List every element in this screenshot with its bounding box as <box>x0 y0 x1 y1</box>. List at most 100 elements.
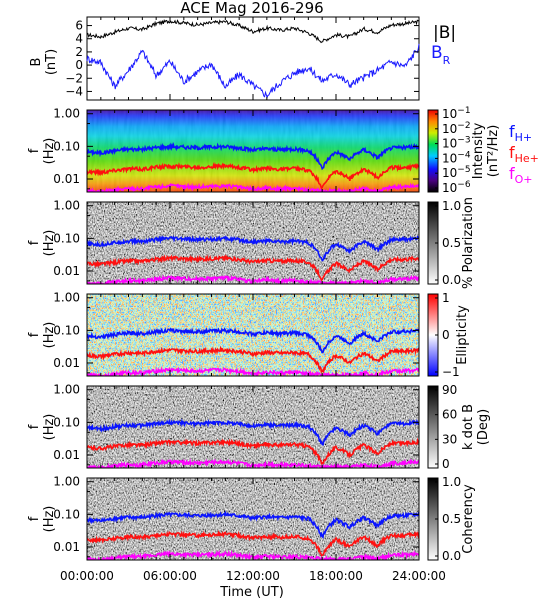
ytick-label: 0.10 <box>53 507 80 521</box>
colorbar-tick-label: 0 <box>442 457 450 471</box>
legend-f-heplus: fHe+ <box>509 143 539 165</box>
polarization-panel: 1.00 0.10 0.01 f (Hz) 1.0 0.5 0.0% Polarization <box>27 197 476 289</box>
panel1-lines <box>86 18 420 100</box>
time-tick-label: 12:00:00 <box>226 569 280 583</box>
legend-f-hplus: fH+ <box>509 122 532 144</box>
colorbar-tick-base: 10 <box>442 122 457 136</box>
series-line-br <box>86 43 420 100</box>
gyrofreq-he-line <box>87 345 419 374</box>
colorbar-tick-base: 10 <box>442 137 457 151</box>
time-tick-label: 24:00:00 <box>392 569 446 583</box>
time-tick-label: 06:00:00 <box>143 569 197 583</box>
kdotb-panel: 1.00 0.10 0.01 f (Hz) 90 60 30 0 k dot B (Deg) <box>27 383 491 471</box>
panel1-frame <box>86 16 420 101</box>
coherency-image <box>87 478 419 560</box>
intensity-colorbar-label: Intensity <box>471 122 486 179</box>
colorbar-tick-label: 10−5 <box>442 165 471 180</box>
freq-axis-unit: (Hz) <box>42 322 57 349</box>
p1-ytick-label: 2 <box>75 45 83 59</box>
freq-axis-unit: (Hz) <box>42 506 57 533</box>
freq-axis-unit: (Hz) <box>42 414 57 441</box>
colorbar-tick-exp: −4 <box>457 150 471 160</box>
intensity-spectrogram <box>87 110 419 192</box>
p1-ytick-label: 4 <box>75 32 83 46</box>
ytick-label: 0.10 <box>53 231 80 245</box>
p1-ytick-label: −2 <box>65 71 83 85</box>
panel1-ylabel-unit: (nT) <box>44 49 59 75</box>
ytick-label: 1.00 <box>53 383 80 397</box>
time-tick-label: 18:00:00 <box>309 569 363 583</box>
p1-ytick-label: 6 <box>75 19 83 33</box>
colorbar-tick-label: 30 <box>442 432 457 446</box>
colorbar-tick-exp: −1 <box>457 106 470 116</box>
p1-ytick-label: 0 <box>75 58 83 72</box>
polarization-spectrogram <box>87 202 419 284</box>
ytick-label: 1.00 <box>53 475 80 489</box>
panel1-ylabel-symbol: B <box>29 58 44 67</box>
coherency-spectrogram <box>87 478 419 560</box>
coherency-colorbar-label: Coherency <box>461 484 476 554</box>
polarization-colorbar-label: % Polarization <box>461 197 476 289</box>
colorbar-tick-label: 10−4 <box>442 150 471 165</box>
ytick-label: 0.01 <box>53 172 80 186</box>
p1-ytick-label: −4 <box>65 84 83 98</box>
time-axis-label: Time (UT) <box>219 585 284 600</box>
time-axis: 00:00:00 06:00:00 12:00:00 18:00:00 24:00:00 <box>60 569 446 583</box>
gyrofreq-he-line <box>87 529 419 557</box>
freq-axis-label: f <box>27 148 42 153</box>
legend-radial-field: BR <box>431 43 451 67</box>
colorbar-tick-label: 1 <box>442 291 450 305</box>
colorbar-tick-label: 1.0 <box>442 475 461 489</box>
kdotb-colorbar-unit: (Deg) <box>476 409 491 445</box>
freq-axis-label: f <box>27 424 42 429</box>
colorbar-tick-exp: −2 <box>457 121 470 131</box>
freq-axis-label: f <box>27 516 42 521</box>
ytick-label: 0.10 <box>53 415 80 429</box>
kdotb-colorbar <box>427 385 439 469</box>
intensity-colorbar-unit: (nT²/Hz) <box>486 125 501 178</box>
gyrofreq-he-line <box>87 437 419 465</box>
time-tick-label: 00:00:00 <box>60 569 114 583</box>
colorbar-tick-base: 10 <box>442 151 457 165</box>
ytick-label: 0.01 <box>53 356 80 370</box>
colorbar-tick-label: 0.5 <box>442 512 461 526</box>
gyrofreq-h-line <box>87 418 419 447</box>
gyrofreq-he-line <box>87 161 419 190</box>
freq-axis-unit: (Hz) <box>42 230 57 257</box>
colorbar-tick-label: 10−1 <box>442 106 471 121</box>
colorbar-tick-base: 10 <box>442 166 457 180</box>
ytick-label: 0.01 <box>53 448 80 462</box>
gyrofreq-he-line <box>87 254 419 282</box>
colorbar-tick-exp: −3 <box>457 136 470 146</box>
colorbar-tick-base: 10 <box>442 181 457 195</box>
legend-f-oplus: fO+ <box>509 164 533 186</box>
colorbar-tick-label: 10−2 <box>442 121 471 136</box>
kdotb-spectrogram <box>87 386 419 468</box>
colorbar-tick-label: 0 <box>442 328 450 342</box>
gyrofreq-h-line <box>87 510 419 540</box>
gyrofreq-h-line <box>87 142 419 171</box>
ytick-label: 1.00 <box>53 199 80 213</box>
ellipticity-colorbar-label: Ellipticity <box>455 305 470 365</box>
legend-radial-sub: R <box>443 54 451 67</box>
colorbar-tick-label: 0.0 <box>442 273 461 287</box>
colorbar-tick-label: 60 <box>442 408 457 422</box>
ytick-label: 0.01 <box>53 264 80 278</box>
ytick-label: 0.10 <box>53 139 80 153</box>
intensity-panel: 1.000.100.01f (Hz)10−110−210−310−410−510−… <box>27 106 539 195</box>
colorbar-tick-label: 0.0 <box>442 549 461 563</box>
figure-title: ACE Mag 2016-296 <box>180 0 323 17</box>
freq-axis-label: f <box>27 332 42 337</box>
colorbar-tick-base: 10 <box>442 107 457 121</box>
colorbar-tick-label: 90 <box>442 383 457 397</box>
freq-axis-label: f <box>27 240 42 245</box>
series-line-total-b <box>87 18 420 44</box>
ytick-label: 0.10 <box>53 323 80 337</box>
legend-total-field: |B| <box>433 23 456 43</box>
intensity-colorbar <box>427 109 439 193</box>
